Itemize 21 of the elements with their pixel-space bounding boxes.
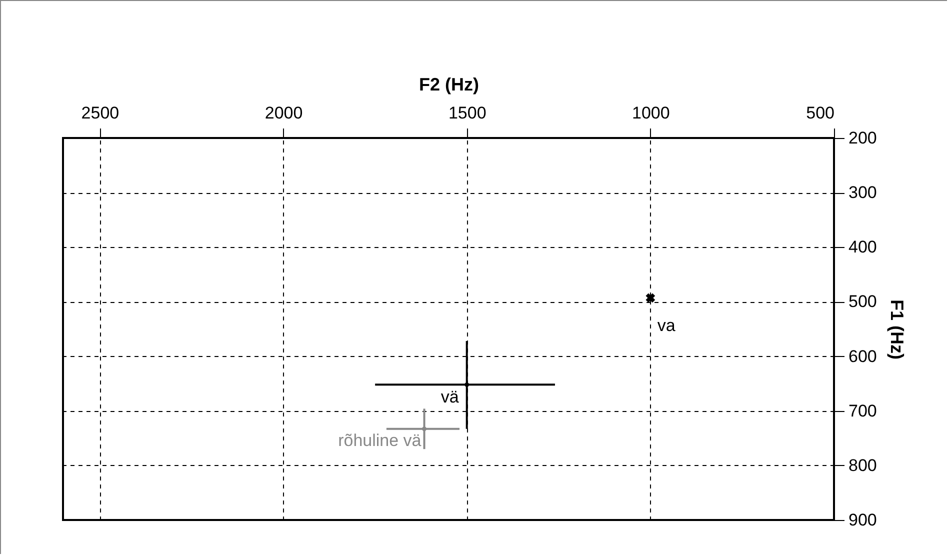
x-tick-label: 1500 [448, 104, 486, 122]
y-tick-label: 800 [848, 456, 877, 475]
y-tick-label: 600 [848, 346, 877, 366]
point [646, 293, 656, 303]
x-tick-label: 2500 [81, 104, 120, 122]
x-tick-label: 1000 [632, 104, 670, 122]
y-tick-label: 200 [848, 128, 877, 148]
series-label: vä [440, 388, 460, 407]
point [464, 382, 470, 387]
y-tick-label: 900 [848, 510, 877, 530]
y-tick-label: 500 [848, 292, 877, 312]
y-tick-label: 300 [848, 183, 877, 202]
x-axis-title: F2 (Hz) [419, 74, 479, 94]
series-label: rõhuline vä [338, 430, 422, 450]
y-tick-label: 400 [848, 238, 877, 257]
point [422, 426, 427, 432]
x-tick-label: 2000 [264, 104, 303, 122]
x-tick-label: 500 [806, 104, 834, 122]
y-axis-title: F1 (Hz) [886, 300, 907, 360]
y-tick-label: 700 [848, 401, 877, 420]
series-label: va [657, 316, 676, 335]
